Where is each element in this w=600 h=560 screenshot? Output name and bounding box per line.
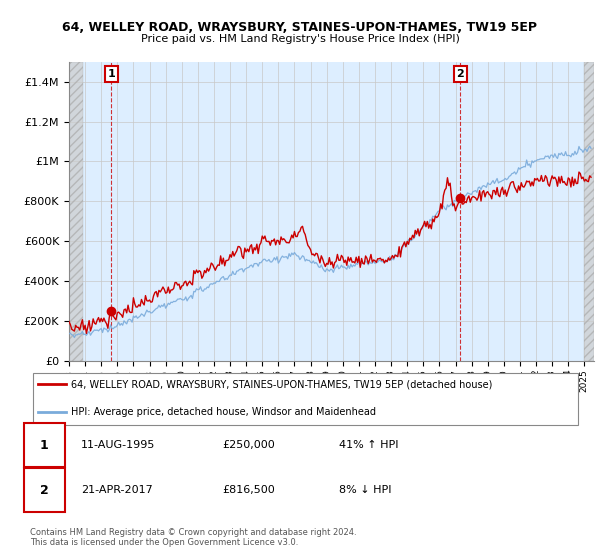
Text: 64, WELLEY ROAD, WRAYSBURY, STAINES-UPON-THAMES, TW19 5EP: 64, WELLEY ROAD, WRAYSBURY, STAINES-UPON… xyxy=(62,21,538,34)
Text: 2: 2 xyxy=(40,483,49,497)
Text: £250,000: £250,000 xyxy=(222,440,275,450)
Text: HPI: Average price, detached house, Windsor and Maidenhead: HPI: Average price, detached house, Wind… xyxy=(71,407,376,417)
Text: 41% ↑ HPI: 41% ↑ HPI xyxy=(339,440,398,450)
Bar xyxy=(69,62,83,361)
Text: 8% ↓ HPI: 8% ↓ HPI xyxy=(339,485,391,495)
Text: 1: 1 xyxy=(40,438,49,452)
Text: £816,500: £816,500 xyxy=(222,485,275,495)
Text: 21-APR-2017: 21-APR-2017 xyxy=(81,485,153,495)
Text: 11-AUG-1995: 11-AUG-1995 xyxy=(81,440,155,450)
Text: Contains HM Land Registry data © Crown copyright and database right 2024.
This d: Contains HM Land Registry data © Crown c… xyxy=(30,528,356,547)
Text: 64, WELLEY ROAD, WRAYSBURY, STAINES-UPON-THAMES, TW19 5EP (detached house): 64, WELLEY ROAD, WRAYSBURY, STAINES-UPON… xyxy=(71,379,493,389)
Text: Price paid vs. HM Land Registry's House Price Index (HPI): Price paid vs. HM Land Registry's House … xyxy=(140,34,460,44)
FancyBboxPatch shape xyxy=(33,372,578,426)
Text: 2: 2 xyxy=(457,69,464,79)
Bar xyxy=(584,62,594,361)
Text: 1: 1 xyxy=(107,69,115,79)
